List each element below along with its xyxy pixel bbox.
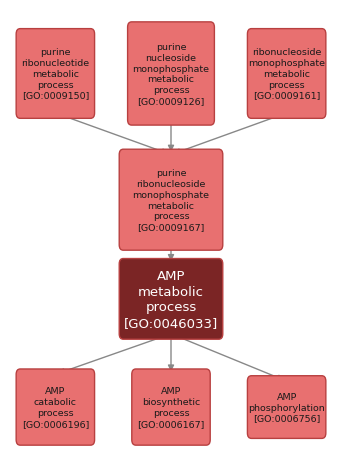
FancyBboxPatch shape xyxy=(128,23,214,126)
FancyBboxPatch shape xyxy=(247,376,326,438)
FancyBboxPatch shape xyxy=(119,150,223,251)
FancyBboxPatch shape xyxy=(247,29,326,119)
Text: AMP
metabolic
process
[GO:0046033]: AMP metabolic process [GO:0046033] xyxy=(124,269,218,329)
FancyBboxPatch shape xyxy=(16,369,95,445)
Text: AMP
biosynthetic
process
[GO:0006167]: AMP biosynthetic process [GO:0006167] xyxy=(137,386,205,428)
Text: ribonucleoside
monophosphate
metabolic
process
[GO:0009161]: ribonucleoside monophosphate metabolic p… xyxy=(248,48,325,100)
Text: purine
nucleoside
monophosphate
metabolic
process
[GO:0009126]: purine nucleoside monophosphate metaboli… xyxy=(132,43,210,106)
Text: purine
ribonucleoside
monophosphate
metabolic
process
[GO:0009167]: purine ribonucleoside monophosphate meta… xyxy=(132,169,210,232)
Text: purine
ribonucleotide
metabolic
process
[GO:0009150]: purine ribonucleotide metabolic process … xyxy=(21,48,89,100)
Text: AMP
phosphorylation
[GO:0006756]: AMP phosphorylation [GO:0006756] xyxy=(248,392,325,422)
FancyBboxPatch shape xyxy=(119,259,223,340)
Text: AMP
catabolic
process
[GO:0006196]: AMP catabolic process [GO:0006196] xyxy=(22,386,89,428)
FancyBboxPatch shape xyxy=(16,29,95,119)
FancyBboxPatch shape xyxy=(132,369,210,445)
